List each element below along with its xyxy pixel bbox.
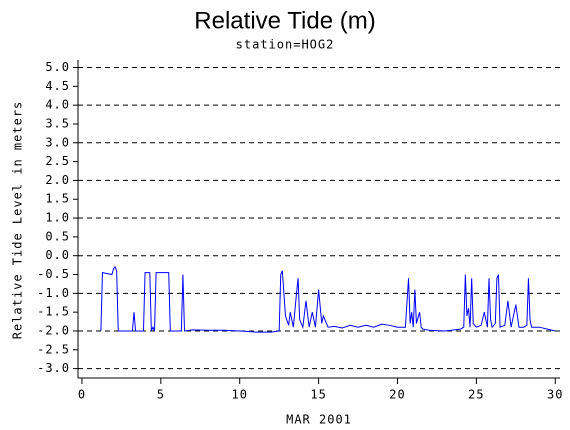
x-tick-label: 10 (231, 388, 247, 402)
x-tick-label: 25 (468, 388, 484, 402)
y-tick-label: 0.5 (45, 229, 70, 243)
y-tick-label: -3.0 (37, 361, 70, 375)
y-axis-label: Relative Tide Level in meters (11, 101, 25, 340)
y-tick-label: 1.5 (45, 192, 70, 206)
y-tick-label: 2.5 (45, 154, 70, 168)
x-tick-label: 15 (310, 388, 326, 402)
y-tick-label: -2.0 (37, 323, 70, 337)
y-tick-label: 5.0 (45, 60, 70, 74)
y-tick-label: 3.5 (45, 116, 70, 130)
chart-subtitle: station=HOG2 (236, 38, 335, 52)
x-tick-label: 5 (157, 388, 165, 402)
y-tick-label: 2.0 (45, 173, 70, 187)
y-tick-label: 1.0 (45, 211, 70, 225)
y-tick-label: -0.5 (37, 267, 70, 281)
y-tick-label: -1.0 (37, 286, 70, 300)
tide-line (100, 266, 556, 333)
y-tick-label: 4.5 (45, 79, 70, 93)
y-tick-label: -2.5 (37, 342, 70, 356)
y-tick-label: 3.0 (45, 135, 70, 149)
y-tick-label: -1.5 (37, 305, 70, 319)
x-tick-label: 20 (389, 388, 405, 402)
chart-title: Relative Tide (m) (194, 7, 375, 34)
x-axis-label: MAR 2001 (286, 413, 352, 427)
y-tick-label: 4.0 (45, 98, 70, 112)
x-tick-label: 30 (547, 388, 563, 402)
x-tick-label: 0 (78, 388, 86, 402)
y-tick-label: 0.0 (45, 248, 70, 262)
